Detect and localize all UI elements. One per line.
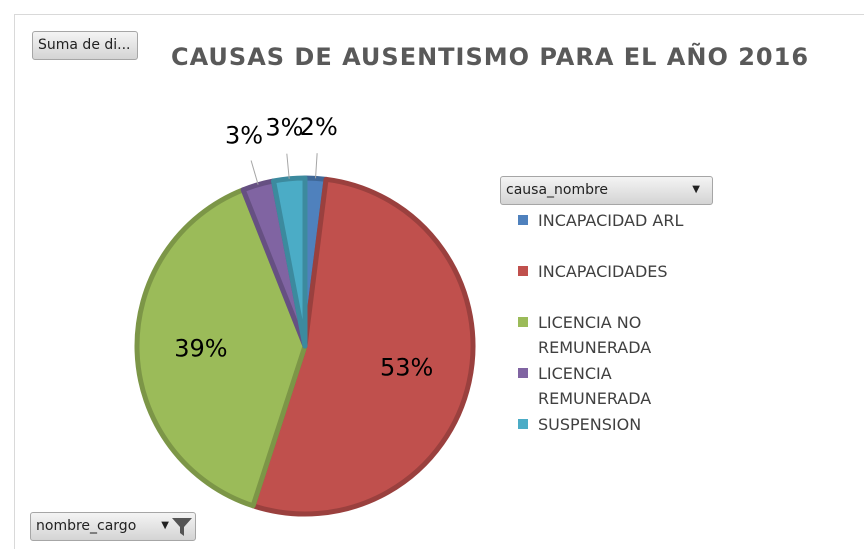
legend-item: INCAPACIDADES <box>518 259 708 310</box>
data-label: 53% <box>380 354 433 382</box>
legend-item: SUSPENSION <box>518 412 708 463</box>
chart-area <box>14 14 864 549</box>
legend-swatch <box>518 419 528 429</box>
legend-swatch <box>518 317 528 327</box>
dropdown-arrow: ▼ <box>161 520 169 531</box>
leader-line <box>250 160 259 185</box>
legend-swatch <box>518 266 528 276</box>
legend-item: LICENCIA REMUNERADA <box>518 361 708 412</box>
legend-item: LICENCIA NO REMUNERADA <box>518 310 708 361</box>
data-label: 39% <box>174 334 227 362</box>
filter-icon <box>172 518 192 536</box>
filter-field-label: nombre_cargo <box>36 518 137 534</box>
leader-line <box>315 153 318 179</box>
legend-swatch <box>518 215 528 225</box>
pie-slice <box>250 176 476 517</box>
legend-item: INCAPACIDAD ARL <box>518 208 708 259</box>
pie-slice <box>134 187 308 509</box>
legend-label: SUSPENSION <box>538 415 642 434</box>
data-label: 3% <box>225 121 263 149</box>
data-label: 3% <box>265 114 303 142</box>
legend-label: INCAPACIDAD ARL <box>538 211 684 230</box>
legend-field-button[interactable]: causa_nombre ▼ <box>500 176 713 205</box>
legend-label: INCAPACIDADES <box>538 262 668 281</box>
filter-field-button[interactable]: nombre_cargo ▼ <box>30 512 196 541</box>
dropdown-arrow: ▼ <box>692 184 700 195</box>
value-field-button[interactable]: Suma de di... <box>32 31 138 60</box>
legend-label: LICENCIA REMUNERADA <box>538 364 652 408</box>
legend-label: LICENCIA NO REMUNERADA <box>538 313 652 357</box>
legend: INCAPACIDAD ARL INCAPACIDADES LICENCIA NO … <box>518 208 708 463</box>
pie-slice <box>271 175 308 349</box>
legend-field-label: causa_nombre <box>506 182 609 198</box>
chart-title: CAUSAS DE AUSENTISMO PARA EL AÑO 2016 <box>171 42 809 71</box>
data-label: 2% <box>300 113 338 141</box>
legend-swatch <box>518 368 528 378</box>
leader-line <box>286 153 290 179</box>
